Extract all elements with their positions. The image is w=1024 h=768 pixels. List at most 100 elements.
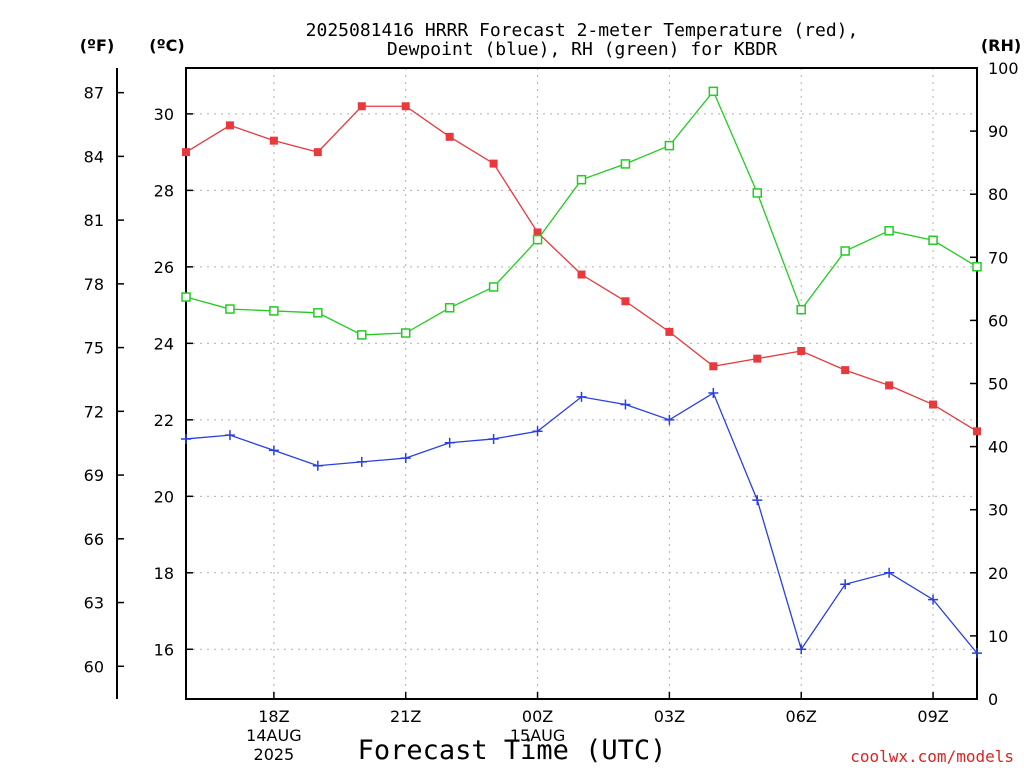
temperature-point (665, 327, 674, 336)
dewpoint-point (181, 433, 191, 444)
temperature-point (621, 297, 630, 306)
fahrenheit-tick-label: 69 (84, 466, 104, 485)
x-tick-label: 18Z (258, 707, 289, 726)
dewpoint-point (224, 430, 235, 441)
dewpoint-point (356, 456, 367, 467)
dewpoint-line (185, 392, 978, 654)
series-layer (181, 86, 982, 659)
temperature-point (489, 159, 498, 168)
x-tick-label: 06Z (786, 707, 817, 726)
rh-tick-label: 60 (988, 311, 1008, 330)
x-tick-label: 2025 (254, 745, 295, 764)
dewpoint-point (708, 388, 719, 399)
temperature-point (841, 366, 850, 375)
dewpoint-point (884, 567, 895, 578)
temperature-point (753, 354, 762, 363)
dewpoint-point (400, 453, 411, 464)
gridlines (186, 68, 977, 699)
celsius-tick-label: 18 (154, 564, 174, 583)
celsius-tick-label: 24 (154, 334, 174, 353)
rh-point (488, 282, 499, 292)
x-tick-label: 15AUG (510, 726, 565, 745)
celsius-tick-label: 22 (154, 411, 174, 430)
temperature-line (185, 105, 978, 432)
temperature-point (533, 228, 542, 237)
x-tick-label: 03Z (654, 707, 685, 726)
celsius-tick-label: 30 (154, 105, 174, 124)
rh-point (357, 330, 367, 340)
temperature-point (709, 362, 718, 371)
fahrenheit-tick-label: 75 (84, 339, 104, 358)
rh-point (972, 262, 982, 272)
dewpoint-point (796, 644, 807, 655)
celsius-axis-label: (ºC) (149, 36, 184, 55)
fahrenheit-tick-label: 60 (84, 657, 104, 676)
temperature-series (182, 102, 981, 436)
plot-frame (185, 67, 978, 700)
temperature-point (445, 132, 454, 141)
fahrenheit-tick-label: 72 (84, 402, 104, 421)
dewpoint-point (488, 433, 499, 444)
fahrenheit-tick-label: 81 (84, 211, 104, 230)
rh-axis: 0 10 20 30 40 50 60 70 80 90 100 (970, 59, 1019, 709)
rh-tick-label: 40 (988, 438, 1008, 457)
rh-point (269, 306, 279, 316)
temperature-point (401, 102, 410, 111)
chart-title-line-1: 2025081416 HRRR Forecast 2-meter Tempera… (306, 20, 859, 41)
dewpoint-point (928, 594, 939, 605)
dewpoint-point (752, 495, 763, 506)
celsius-tick-label: 26 (154, 258, 174, 277)
x-tick-label: 14AUG (246, 726, 301, 745)
x-axis-title: Forecast Time (UTC) (358, 735, 667, 766)
rh-point (752, 188, 763, 198)
celsius-tick-label: 28 (154, 181, 174, 200)
temperature-point (973, 427, 981, 436)
rh-point (796, 304, 806, 315)
rh-tick-label: 20 (988, 564, 1008, 583)
rh-point (444, 303, 455, 313)
temperature-point (797, 346, 806, 355)
rh-point (620, 159, 631, 169)
dewpoint-point (312, 460, 323, 471)
dewpoint-point (620, 399, 631, 410)
rh-point (708, 86, 719, 97)
x-tick-label: 00Z (522, 707, 553, 726)
rh-tick-label: 0 (988, 690, 998, 709)
rh-point (884, 226, 894, 236)
dewpoint-series (181, 388, 982, 659)
temperature-point (313, 148, 322, 157)
temperature-point (929, 400, 938, 409)
rh-tick-label: 30 (988, 501, 1008, 520)
rh-point (576, 174, 587, 185)
fahrenheit-tick-label: 78 (84, 275, 104, 294)
dewpoint-point (268, 445, 279, 456)
rh-point (225, 304, 235, 314)
temperature-point (225, 121, 234, 130)
temperature-point (182, 148, 190, 157)
rh-tick-label: 100 (988, 59, 1019, 78)
dewpoint-point (840, 579, 851, 590)
temperature-point (577, 270, 586, 279)
celsius-axis: 16 18 20 22 24 26 28 30 (154, 105, 193, 659)
rh-tick-label: 50 (988, 375, 1008, 394)
credit-text: coolwx.com/models (850, 747, 1014, 766)
temperature-point (885, 381, 894, 390)
celsius-tick-label: 20 (154, 487, 174, 506)
x-tick-label: 21Z (390, 707, 421, 726)
dewpoint-point (444, 437, 455, 448)
rh-point (664, 140, 675, 151)
rh-point (181, 292, 191, 302)
chart-title-line-2: Dewpoint (blue), RH (green) for KBDR (387, 39, 777, 60)
temperature-point (357, 102, 366, 111)
fahrenheit-tick-label: 66 (84, 530, 104, 549)
fahrenheit-axis-label: (ºF) (80, 36, 115, 55)
rh-tick-label: 70 (988, 248, 1008, 267)
rh-point (840, 246, 850, 256)
fahrenheit-tick-label: 63 (84, 594, 104, 613)
dewpoint-point (576, 391, 587, 402)
fahrenheit-tick-label: 87 (84, 84, 104, 103)
rh-point (313, 308, 323, 318)
x-tick-label: 09Z (917, 707, 948, 726)
